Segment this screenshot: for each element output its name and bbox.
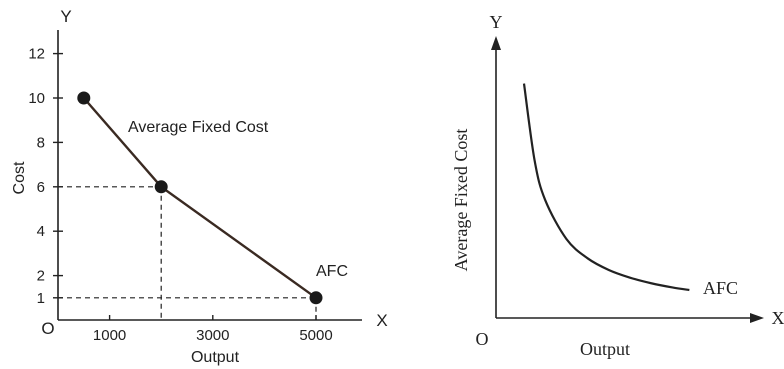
left-y-tick-label: 12	[28, 46, 45, 63]
left-y-tick-label: 8	[37, 134, 45, 151]
left-x-tick-label: 1000	[93, 327, 126, 344]
left-origin-label: O	[41, 319, 54, 338]
left-chart-annotation: Average Fixed Cost	[128, 119, 269, 136]
left-y-axis-letter: Y	[60, 7, 71, 26]
left-x-ticks: 1000 3000 5000	[93, 315, 333, 344]
right-y-axis-title: Average Fixed Cost	[451, 129, 471, 272]
left-series	[77, 91, 323, 305]
left-y-tick-label: 4	[37, 223, 45, 240]
right-afc-curve	[522, 83, 690, 292]
left-afc-chart: Y X O Output Cost Average Fixed Cost AFC…	[11, 7, 388, 366]
right-y-axis-letter: Y	[490, 12, 503, 32]
right-series	[522, 83, 690, 292]
left-x-tick-label: 5000	[299, 327, 332, 344]
right-x-axis-arrow	[750, 313, 764, 323]
left-y-axis-title: Cost	[11, 161, 28, 194]
left-afc-point	[154, 180, 168, 194]
left-afc-point	[77, 91, 91, 105]
left-x-axis-letter: X	[376, 311, 387, 330]
right-x-axis-letter: X	[772, 308, 784, 328]
left-y-tick-label: 6	[37, 179, 45, 196]
left-guide-lines	[58, 186, 317, 320]
right-origin-label: O	[476, 329, 489, 349]
left-x-axis-title: Output	[191, 349, 240, 366]
right-afc-chart: Y X O Output Average Fixed Cost AFC	[451, 12, 784, 359]
left-y-tick-label: 2	[37, 268, 45, 285]
left-series-label: AFC	[316, 263, 348, 280]
left-afc-point	[309, 291, 323, 305]
right-y-axis-arrow	[491, 36, 501, 50]
left-y-tick-label: 1	[37, 290, 45, 307]
right-series-label: AFC	[703, 278, 738, 298]
right-x-axis-title: Output	[580, 339, 630, 359]
left-x-tick-label: 3000	[196, 327, 229, 344]
left-y-tick-label: 10	[28, 90, 45, 107]
